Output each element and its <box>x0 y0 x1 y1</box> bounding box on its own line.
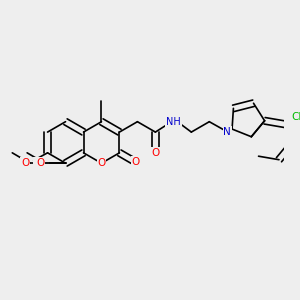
Text: O: O <box>97 158 106 168</box>
Text: O: O <box>21 158 29 168</box>
Text: O: O <box>131 157 140 167</box>
Text: O: O <box>151 148 160 158</box>
Text: N: N <box>224 127 231 137</box>
Text: O: O <box>34 158 43 168</box>
Text: NH: NH <box>166 117 181 127</box>
Text: Cl: Cl <box>291 112 300 122</box>
Text: O: O <box>36 158 44 168</box>
